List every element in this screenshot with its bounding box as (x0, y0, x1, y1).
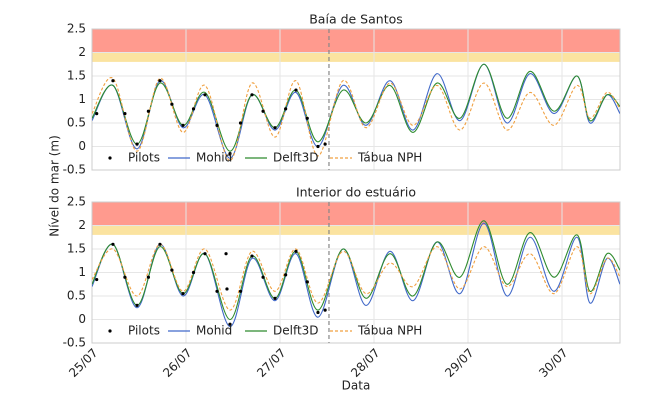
scatter-point (191, 270, 196, 275)
scatter-point (316, 310, 320, 315)
y-tick-label: 1 (78, 265, 86, 279)
y-tick-label: 0 (78, 139, 86, 153)
legend-label: Mohid (196, 324, 232, 338)
scatter-point (203, 93, 207, 97)
legend-label: Delft3D (273, 324, 319, 338)
x-tick-label: 30/07 (536, 346, 570, 380)
scatter-point (158, 79, 162, 83)
threshold-band (92, 29, 620, 53)
scatter-point (284, 107, 288, 111)
scatter-point (170, 102, 174, 106)
scatter-point (273, 126, 277, 130)
scatter-point (181, 123, 185, 127)
y-tick-label: 0.5 (67, 289, 86, 303)
y-tick-label: 0 (78, 312, 86, 326)
scatter-point (323, 142, 327, 146)
x-tick-label: 27/07 (254, 346, 288, 380)
y-tick-label: 2 (78, 45, 86, 59)
scatter-point (238, 121, 243, 125)
y-tick-label: 1.5 (67, 242, 86, 256)
y-tick-label: -0.5 (63, 163, 86, 177)
scatter-point (191, 107, 196, 111)
scatter-point (316, 144, 320, 149)
scatter-point (305, 280, 309, 284)
panel-title: Interior do estuário (296, 185, 416, 200)
scatter-point (250, 93, 254, 97)
axes-frame (91, 201, 621, 344)
scatter-point (123, 112, 127, 116)
scatter-point (146, 109, 151, 113)
legend-symbol (108, 329, 112, 333)
axes-frame (91, 28, 621, 171)
scatter-point (215, 123, 219, 127)
scatter-point (111, 242, 115, 246)
legend-label: Delft3D (273, 151, 319, 165)
scatter-point (95, 277, 99, 282)
legend-symbol (108, 156, 112, 160)
y-tick-label: 1.5 (67, 69, 86, 83)
y-tick-label: 2.5 (67, 22, 86, 36)
scatter-point (181, 292, 185, 296)
scatter-point (146, 275, 151, 279)
scatter-point (261, 109, 265, 113)
threshold-band (92, 225, 620, 235)
scatter-point (203, 252, 207, 256)
scatter-point (305, 116, 309, 120)
threshold-band (92, 52, 620, 62)
y-tick-label: 2 (78, 218, 86, 232)
scatter-point (261, 275, 265, 279)
series-line (92, 63, 620, 152)
y-tick-label: 2.5 (67, 195, 86, 209)
scatter-point (250, 254, 254, 258)
scatter-point (228, 322, 232, 326)
x-axis-label: Data (342, 379, 371, 393)
y-tick-label: 0.5 (67, 116, 86, 130)
panel-title: Baía de Santos (309, 12, 403, 27)
scatter-point (123, 275, 127, 279)
scatter-point (135, 303, 139, 307)
scatter-point (135, 142, 139, 146)
scatter-point (294, 88, 298, 92)
x-tick-label: 26/07 (160, 346, 194, 380)
legend-label: Pilots (128, 151, 160, 165)
legend-label: Mohid (196, 151, 232, 165)
scatter-point (273, 296, 277, 300)
scatter-point (228, 151, 232, 156)
plot-area (92, 63, 620, 162)
x-tick-label: 25/07 (66, 346, 100, 380)
y-tick-label: -0.5 (63, 336, 86, 350)
legend-label: Tábua NPH (357, 151, 422, 165)
scatter-point (224, 252, 228, 256)
scatter-point (225, 287, 229, 291)
x-tick-label: 28/07 (348, 346, 382, 380)
legend-label: Pilots (128, 324, 160, 338)
x-tick-label: 29/07 (442, 346, 476, 380)
y-tick-label: 1 (78, 92, 86, 106)
plot-area (92, 220, 620, 328)
scatter-point (111, 79, 115, 83)
scatter-point (238, 289, 243, 293)
scatter-point (158, 242, 162, 246)
scatter-point (294, 249, 298, 253)
scatter-point (284, 273, 288, 277)
scatter-point (170, 268, 174, 272)
scatter-point (215, 289, 219, 293)
y-axis-label: Nível do mar (m) (48, 135, 62, 237)
series-line (92, 77, 620, 162)
series-line (92, 243, 620, 311)
scatter-point (95, 112, 99, 116)
legend-label: Tábua NPH (357, 324, 422, 338)
scatter-point (323, 308, 327, 312)
series-line (92, 63, 620, 159)
threshold-band (92, 202, 620, 226)
series-line (92, 222, 620, 328)
